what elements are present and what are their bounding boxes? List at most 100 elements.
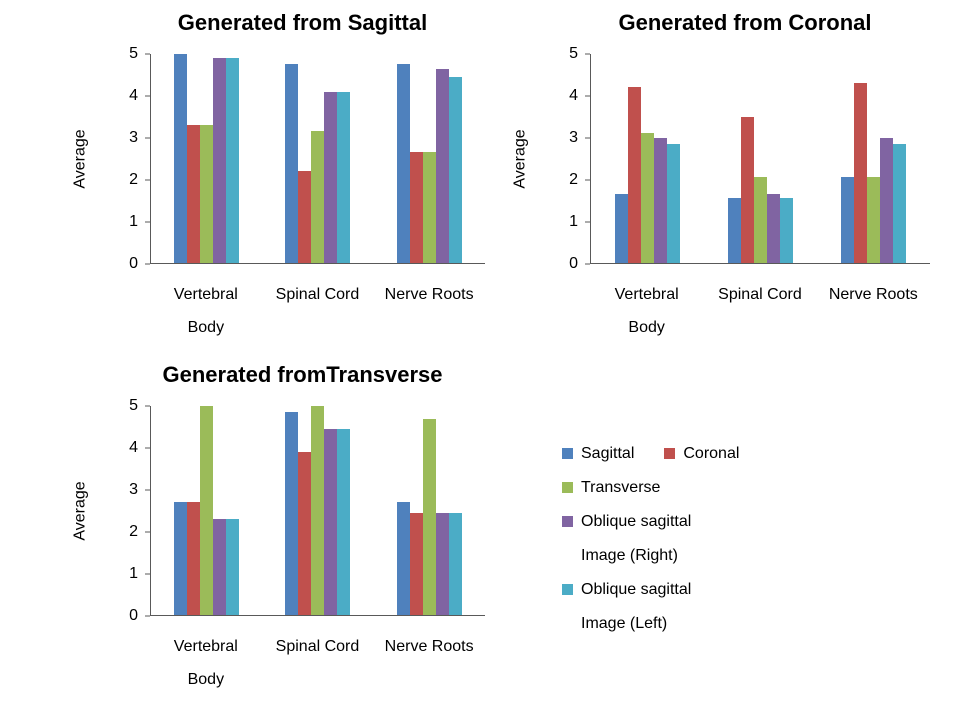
y-tick-mark xyxy=(145,489,150,491)
legend-label: Transverse xyxy=(581,479,661,496)
bar xyxy=(396,502,410,615)
bar xyxy=(298,171,312,263)
plot-area xyxy=(150,406,485,616)
bar xyxy=(226,518,240,615)
y-axis: 0 1 2 3 4 5 xyxy=(102,398,150,624)
bar-group xyxy=(615,54,680,263)
y-tick-mark xyxy=(585,137,590,139)
bar xyxy=(422,152,436,263)
y-tick-mark xyxy=(145,573,150,575)
y-tick-label: 0 xyxy=(569,255,578,272)
legend-swatch xyxy=(562,482,573,493)
y-tick-label: 4 xyxy=(129,87,138,104)
legend-item: Sagittal xyxy=(562,437,634,471)
legend: Sagittal Coronal Transverse Oblique sagitta… xyxy=(562,437,822,641)
y-tick-label: 5 xyxy=(129,397,138,414)
y-tick-label: 3 xyxy=(569,129,578,146)
y-axis-title: Average xyxy=(500,54,542,264)
bar xyxy=(767,194,780,263)
y-tick-label: 5 xyxy=(569,45,578,62)
bar xyxy=(654,137,667,263)
bar xyxy=(615,194,628,263)
legend-swatch xyxy=(562,448,573,459)
legend-label: Coronal xyxy=(683,445,740,462)
chart-title: Generated fromTransverse xyxy=(162,362,443,387)
bar-group xyxy=(396,406,462,615)
y-tick-label: 2 xyxy=(129,523,138,540)
x-category-label: Vertebral Body xyxy=(173,638,238,688)
bar xyxy=(200,406,214,615)
y-axis-title-text: Average xyxy=(72,129,89,189)
bar xyxy=(435,512,449,615)
legend-swatch xyxy=(562,584,573,595)
y-tick-mark xyxy=(145,179,150,181)
y-tick-mark xyxy=(585,95,590,97)
bar-group xyxy=(285,54,351,263)
legend-label: Sagittal xyxy=(581,445,635,462)
x-category-label: Vertebral Body xyxy=(614,286,679,336)
bar xyxy=(448,512,462,615)
y-tick-label: 5 xyxy=(129,45,138,62)
y-tick-label: 1 xyxy=(129,565,138,582)
legend-item: Coronal xyxy=(664,437,739,471)
bar xyxy=(213,58,227,263)
legend-item: Oblique sagittal Image (Right) xyxy=(562,505,721,573)
y-tick-mark xyxy=(145,263,150,265)
x-category-label: Spinal Cord xyxy=(275,638,360,655)
bar xyxy=(311,131,325,263)
plot-area xyxy=(590,54,930,264)
bar xyxy=(409,152,423,263)
bar xyxy=(174,502,188,615)
bar-group xyxy=(174,406,240,615)
y-tick-mark xyxy=(585,53,590,55)
bar-group xyxy=(174,54,240,263)
bar xyxy=(226,58,240,263)
y-tick-label: 4 xyxy=(569,87,578,104)
bar xyxy=(324,91,338,263)
legend-label: Oblique sagittal Image (Left) xyxy=(581,581,692,632)
bar xyxy=(854,83,867,263)
bar xyxy=(187,502,201,615)
y-tick-mark xyxy=(585,179,590,181)
chart-plot-region: Average 0 1 2 3 4 5 xyxy=(60,46,485,272)
y-tick-mark xyxy=(145,95,150,97)
chart-generated-from-coronal: Generated from Coronal Average 0 1 2 3 4 5 Ve… xyxy=(500,8,930,344)
legend-item: Oblique sagittal Image (Left) xyxy=(562,573,721,641)
x-axis-labels: Vertebral Body Spinal Cord Nerve Roots xyxy=(590,278,930,344)
bar xyxy=(324,429,338,615)
y-tick-label: 3 xyxy=(129,481,138,498)
bar xyxy=(880,137,893,263)
plot-area xyxy=(150,54,485,264)
y-tick-label: 1 xyxy=(129,213,138,230)
bar xyxy=(628,87,641,263)
bar xyxy=(893,143,906,263)
bar xyxy=(337,429,351,615)
bar xyxy=(754,177,767,263)
bar xyxy=(285,412,299,615)
bar xyxy=(448,77,462,263)
x-axis-labels: Vertebral Body Spinal Cord Nerve Roots xyxy=(150,630,485,696)
y-tick-label: 3 xyxy=(129,129,138,146)
y-tick-label: 0 xyxy=(129,607,138,624)
y-axis-title-text: Average xyxy=(72,481,89,541)
bar xyxy=(641,133,654,263)
bar xyxy=(396,64,410,263)
y-tick-label: 4 xyxy=(129,439,138,456)
y-axis: 0 1 2 3 4 5 xyxy=(102,46,150,272)
bar xyxy=(409,512,423,615)
chart-plot-region: Average 0 1 2 3 4 5 xyxy=(60,398,485,624)
bar xyxy=(311,406,325,615)
y-tick-mark xyxy=(145,53,150,55)
chart-title: Generated from Sagittal xyxy=(177,10,428,35)
legend-swatch xyxy=(562,516,573,527)
bar xyxy=(841,177,854,263)
bar xyxy=(741,116,754,263)
x-category-label: Nerve Roots xyxy=(384,286,474,303)
bar xyxy=(435,68,449,263)
bar xyxy=(780,198,793,263)
y-tick-mark xyxy=(145,531,150,533)
x-category-label: Nerve Roots xyxy=(828,286,918,303)
bar xyxy=(422,418,436,615)
x-category-label: Nerve Roots xyxy=(384,638,474,655)
